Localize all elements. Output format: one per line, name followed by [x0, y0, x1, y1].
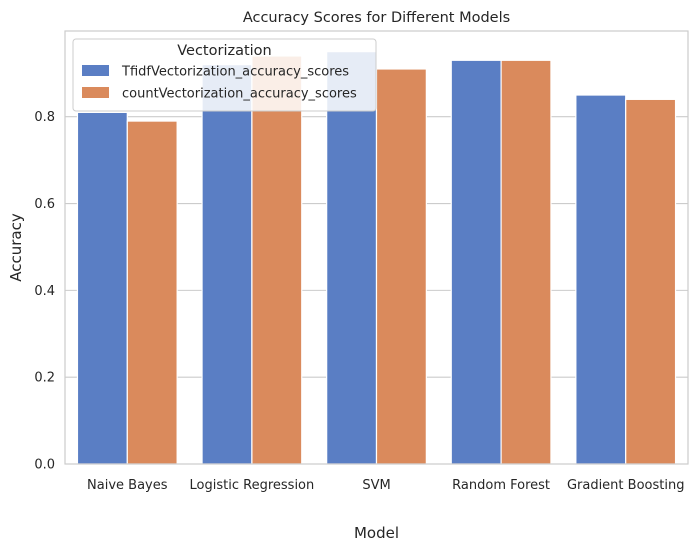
- bar-tfidf-2: [326, 51, 378, 465]
- x-tick-label: Logistic Regression: [190, 478, 315, 493]
- legend-swatch-count: [82, 87, 109, 98]
- bar-count-3: [500, 59, 552, 465]
- legend-frame: [72, 38, 377, 112]
- legend: Vectorization TfidfVectorization_accurac…: [72, 38, 377, 112]
- legend-swatch-tfidf: [82, 65, 109, 76]
- y-tick-label: 0.6: [34, 197, 55, 212]
- bars: [76, 51, 677, 465]
- x-tick-label: Gradient Boosting: [567, 478, 685, 493]
- bar-tfidf-4: [575, 94, 627, 465]
- bar-count-4: [625, 98, 677, 465]
- legend-label-tfidf: TfidfVectorization_accuracy_scores: [121, 65, 349, 80]
- x-tick-label: Naive Bayes: [87, 478, 168, 493]
- y-tick-label: 0.4: [34, 284, 55, 299]
- bar-tfidf-1: [201, 64, 253, 465]
- chart-title: Accuracy Scores for Different Models: [243, 10, 510, 26]
- y-tick-label: 0.8: [34, 110, 55, 125]
- bar-tfidf-0: [76, 111, 128, 465]
- plot-frame: [64, 30, 689, 465]
- legend-entries: TfidfVectorization_accuracy_scores countV…: [82, 65, 357, 102]
- bar-count-1: [251, 55, 303, 465]
- y-axis-title: Accuracy: [7, 213, 25, 282]
- x-tick-labels: Naive Bayes Logistic Regression SVM Random …: [87, 478, 684, 493]
- bar-count-0: [126, 120, 178, 465]
- bar-tfidf-3: [450, 59, 502, 465]
- x-tick-label: SVM: [362, 478, 390, 493]
- bar-count-2: [375, 68, 427, 465]
- x-axis-title: Model: [354, 524, 399, 542]
- legend-label-count: countVectorization_accuracy_scores: [122, 87, 357, 102]
- y-tick-label: 0.2: [34, 371, 55, 386]
- x-tick-label: Random Forest: [452, 478, 550, 493]
- y-tick-label: 0.0: [34, 458, 55, 473]
- y-tick-labels: 0.0 0.2 0.4 0.6 0.8: [34, 110, 55, 472]
- legend-title: Vectorization: [177, 43, 272, 59]
